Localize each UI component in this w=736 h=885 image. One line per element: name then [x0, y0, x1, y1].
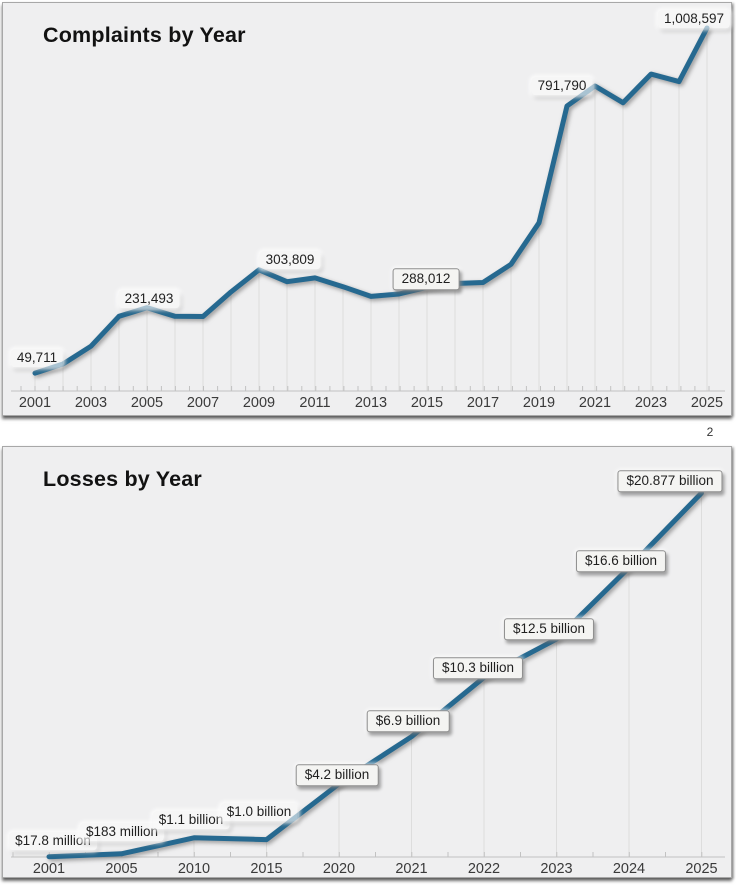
- x-axis-label: 2015: [410, 395, 444, 411]
- data-label: $4.2 billion: [295, 764, 379, 786]
- page-number: 2: [706, 425, 714, 439]
- data-label: 1,008,597: [657, 10, 731, 28]
- x-axis-label: 2020: [322, 861, 356, 877]
- series-line: [46, 490, 704, 860]
- x-axis-label: 2021: [578, 395, 612, 411]
- x-axis-label: 2023: [540, 861, 573, 877]
- x-axis-label: 2022: [467, 861, 501, 877]
- x-axis-label: 2024: [612, 861, 646, 877]
- complaints-line-chart: [11, 25, 725, 392]
- data-label: $10.3 billion: [432, 657, 524, 679]
- x-axis-label: 2005: [130, 395, 164, 411]
- data-label: $6.9 billion: [366, 710, 450, 732]
- losses-chart-panel: Losses by Year $17.8 million $183 million…: [2, 446, 732, 878]
- data-label: 303,809: [259, 251, 321, 269]
- x-axis-label: 2010: [177, 861, 211, 877]
- x-axis-label: 2009: [242, 395, 276, 411]
- data-label: $1.0 billion: [220, 803, 298, 821]
- x-axis-label: 2015: [250, 861, 283, 877]
- complaints-chart-title: Complaints by Year: [43, 23, 246, 47]
- data-label: 231,493: [118, 290, 180, 308]
- x-axis-label: 2019: [522, 395, 556, 411]
- complaints-chart-panel: Complaints by Year 49,711 231,493 303,809 2…: [2, 2, 732, 416]
- data-label: 288,012: [392, 268, 460, 290]
- data-label: 49,711: [10, 349, 64, 367]
- data-label: $183 million: [79, 823, 165, 841]
- x-axis-label: 2013: [354, 395, 388, 411]
- x-axis-label: 2025: [685, 861, 718, 877]
- x-axis-label: 2003: [74, 395, 108, 411]
- data-label: $1.1 billion: [152, 811, 230, 829]
- data-label: 791,790: [531, 77, 593, 95]
- losses-line-chart: [11, 490, 725, 860]
- data-label: $20.877 billion: [617, 470, 723, 492]
- x-axis-label: 2001: [32, 861, 66, 877]
- x-axis-label: 2007: [186, 395, 220, 411]
- x-axis-label: 2001: [18, 395, 52, 411]
- data-label: $16.6 billion: [575, 550, 667, 572]
- x-axis-label: 2017: [466, 395, 500, 411]
- data-label: $17.8 million: [9, 832, 97, 850]
- data-label: $12.5 billion: [503, 618, 595, 640]
- x-axis-label: 2005: [105, 861, 138, 877]
- x-axis-label: 2011: [299, 395, 331, 411]
- x-axis-label: 2023: [634, 395, 668, 411]
- losses-chart-title: Losses by Year: [43, 467, 202, 491]
- x-axis-label: 2025: [690, 395, 724, 411]
- x-axis-label: 2021: [395, 861, 428, 877]
